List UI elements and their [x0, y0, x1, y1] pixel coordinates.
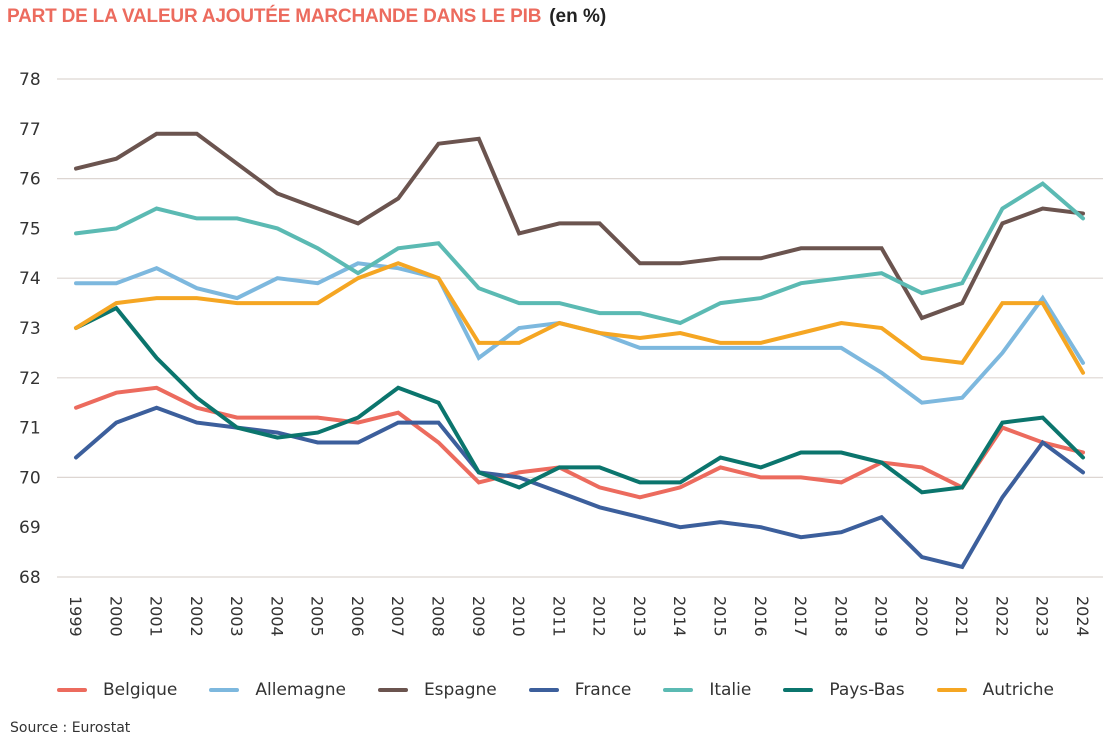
- legend-item: Italie: [663, 680, 751, 700]
- y-tick-label: 68: [19, 568, 41, 588]
- y-tick-label: 76: [19, 170, 41, 190]
- legend-label: Espagne: [423, 680, 497, 700]
- x-tick-label: 2001: [147, 596, 166, 637]
- y-tick-label: 75: [19, 219, 41, 239]
- x-tick-label: 2018: [831, 596, 850, 637]
- series-line-france: [74, 405, 1085, 570]
- legend-label: Pays-Bas: [829, 680, 905, 700]
- legend-swatch: [57, 688, 87, 692]
- legend-swatch: [936, 688, 967, 692]
- legend-item: Allemagne: [209, 680, 346, 700]
- x-tick-label: 2005: [308, 596, 327, 637]
- legend-label: Italie: [709, 680, 752, 700]
- series-lines: [74, 131, 1085, 570]
- legend: Belgique Allemagne Espagne France Italie Pays…: [0, 680, 1111, 700]
- y-tick-label: 74: [19, 269, 41, 289]
- x-tick-label: 2022: [992, 596, 1011, 637]
- title-text: PART DE LA VALEUR AJOUTÉE MARCHANDE DANS…: [7, 6, 542, 27]
- x-tick-label: 2002: [187, 596, 206, 637]
- x-tick-label: 2019: [872, 596, 891, 637]
- legend-item: Autriche: [936, 680, 1054, 700]
- x-tick-label: 2000: [106, 596, 125, 637]
- x-tick-label: 2012: [590, 596, 609, 637]
- legend-label: Belgique: [103, 680, 178, 700]
- title-unit: (en %): [549, 6, 607, 27]
- legend-swatch: [783, 688, 814, 692]
- series-line-italie: [74, 181, 1085, 326]
- legend-swatch: [377, 688, 408, 692]
- series-line-espagne: [74, 131, 1085, 321]
- legend-item: Belgique: [57, 680, 177, 700]
- x-tick-label: 2008: [429, 596, 448, 637]
- x-tick-label: 2003: [227, 596, 246, 637]
- legend-swatch: [663, 688, 694, 692]
- series-line-pays-bas: [74, 305, 1085, 495]
- y-axis-ticks: 68 69 70 71 72 73 74 75 76 77 78: [19, 70, 41, 588]
- x-tick-label: 2010: [509, 596, 528, 637]
- y-tick-label: 77: [19, 120, 41, 140]
- series-line-autriche: [74, 261, 1085, 375]
- legend-label: Allemagne: [255, 680, 346, 700]
- y-tick-label: 70: [19, 468, 41, 488]
- y-tick-label: 69: [19, 518, 41, 538]
- x-tick-label: 1999: [66, 596, 85, 637]
- legend-item: Pays-Bas: [783, 680, 905, 700]
- y-tick-label: 78: [19, 70, 41, 90]
- legend-item: Espagne: [377, 680, 497, 700]
- x-tick-label: 2021: [952, 596, 971, 637]
- x-tick-label: 2024: [1073, 596, 1092, 637]
- x-tick-label: 2015: [710, 596, 729, 637]
- y-tick-label: 72: [19, 369, 41, 389]
- x-tick-label: 2023: [1033, 596, 1052, 637]
- x-tick-label: 2013: [630, 596, 649, 637]
- x-tick-label: 2004: [267, 596, 286, 637]
- x-tick-label: 2020: [912, 596, 931, 637]
- legend-label: France: [574, 680, 632, 700]
- legend-label: Autriche: [982, 680, 1054, 700]
- x-tick-label: 2006: [348, 596, 367, 637]
- x-tick-label: 2017: [791, 596, 810, 637]
- x-tick-label: 2011: [549, 596, 568, 637]
- series-line-allemagne: [74, 261, 1085, 405]
- x-tick-label: 2016: [751, 596, 770, 637]
- gridlines: [57, 78, 1103, 578]
- legend-swatch: [209, 688, 240, 692]
- x-tick-label: 2014: [670, 596, 689, 637]
- series-line-belgique: [74, 385, 1085, 500]
- source-note: Source : Eurostat: [10, 720, 131, 736]
- y-tick-label: 71: [19, 419, 41, 439]
- chart-title: PART DE LA VALEUR AJOUTÉE MARCHANDE DANS…: [7, 6, 606, 28]
- x-tick-label: 2009: [469, 596, 488, 637]
- x-tick-label: 2007: [388, 596, 407, 637]
- x-axis-ticks: 1999 2000 2001 2002 2003 2004 2005 2006 2007 2008…: [66, 596, 1092, 637]
- y-tick-label: 73: [19, 319, 41, 339]
- line-chart: 68 69 70 71 72 73 74 75 76 77 78 1999 2000 2001 2002 2…: [19, 70, 1103, 637]
- legend-swatch: [528, 688, 559, 692]
- legend-item: France: [528, 680, 632, 700]
